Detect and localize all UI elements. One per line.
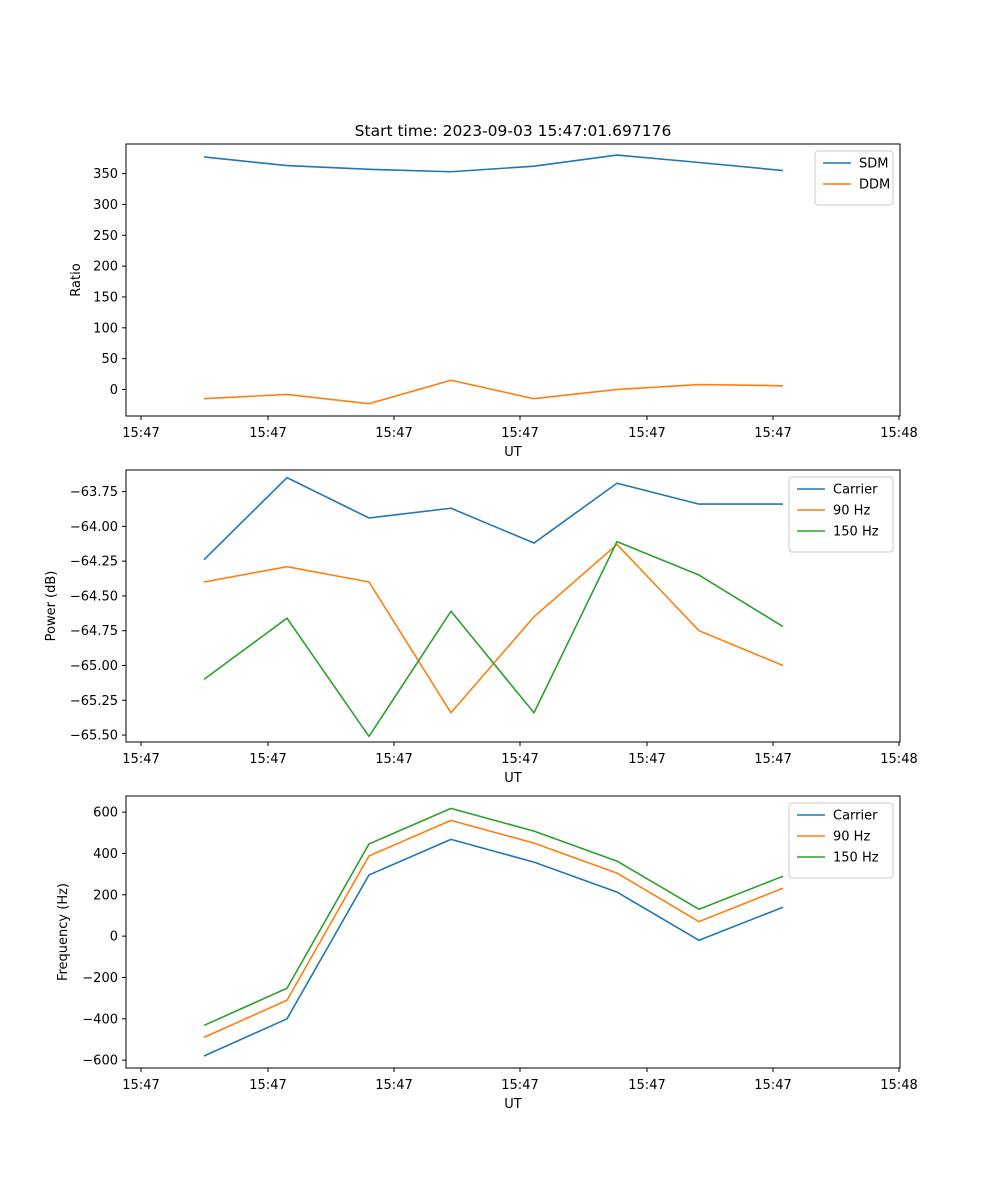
series-line-90-hz [203, 543, 784, 714]
legend-label: SDM [859, 157, 888, 172]
x-tick-label: 15:47 [501, 426, 538, 441]
y-tick-label: −65.50 [70, 729, 118, 744]
x-tick-label: 15:47 [122, 752, 159, 767]
series-line-90-hz [203, 819, 784, 1039]
x-tick-label: 15:47 [249, 752, 286, 767]
legend-label: 90 Hz [833, 504, 870, 519]
series-line-carrier [203, 476, 783, 561]
y-tick-label: −63.75 [70, 485, 118, 500]
y-tick-label: −600 [82, 1054, 118, 1069]
y-tick-label: −64.25 [70, 555, 118, 570]
y-tick-label: 50 [101, 352, 118, 367]
y-tick-label: 200 [93, 260, 118, 275]
x-tick-label: 15:47 [754, 426, 791, 441]
y-tick-label: 200 [93, 888, 118, 903]
x-tick-label: 15:47 [628, 426, 665, 441]
axes-frame-3 [125, 795, 901, 1069]
y-tick-label: −64.75 [70, 624, 118, 639]
y-tick-label: −64.50 [70, 589, 118, 604]
x-tick-label: 15:47 [375, 426, 412, 441]
x-tick-label: 15:47 [375, 1078, 412, 1093]
x-tick-label: 15:48 [880, 1078, 917, 1093]
y-tick-label: 0 [110, 383, 118, 398]
x-tick-label: 15:48 [880, 426, 917, 441]
x-axis-label: UT [504, 771, 522, 786]
x-tick-label: 15:47 [375, 752, 412, 767]
y-tick-label: −200 [82, 971, 118, 986]
x-tick-label: 15:47 [628, 1078, 665, 1093]
series-line-ddm [203, 379, 784, 405]
x-tick-label: 15:47 [501, 1078, 538, 1093]
axes-frame-1 [125, 143, 901, 417]
legend-box [788, 802, 894, 879]
series-line-150-hz [203, 807, 784, 1027]
legend-box [814, 150, 894, 206]
legend-label: Carrier [833, 483, 878, 498]
y-tick-label: 400 [93, 847, 118, 862]
y-axis-label: Frequency (Hz) [56, 883, 71, 981]
legend-label: DDM [859, 178, 890, 193]
x-tick-label: 15:47 [122, 1078, 159, 1093]
series-line-carrier [203, 838, 784, 1057]
legend-label: 150 Hz [833, 525, 879, 540]
x-tick-label: 15:47 [249, 1078, 286, 1093]
x-tick-label: 15:47 [628, 752, 665, 767]
x-tick-label: 15:47 [754, 752, 791, 767]
series-line-150-hz [203, 540, 784, 738]
y-tick-label: −65.25 [70, 694, 118, 709]
y-tick-label: 150 [93, 290, 118, 305]
chart-title: Start time: 2023-09-03 15:47:01.697176 [355, 122, 672, 140]
x-tick-label: 15:48 [880, 752, 917, 767]
x-tick-label: 15:47 [249, 426, 286, 441]
axes-frame-2 [125, 469, 901, 743]
y-tick-label: 300 [93, 198, 118, 213]
y-tick-label: −400 [82, 1012, 118, 1027]
legend-label: 90 Hz [833, 830, 870, 845]
y-tick-label: 0 [110, 930, 118, 945]
x-tick-label: 15:47 [122, 426, 159, 441]
y-tick-label: −64.00 [70, 520, 118, 535]
legend-box [788, 476, 894, 553]
x-tick-label: 15:47 [754, 1078, 791, 1093]
y-axis-label: Ratio [69, 263, 84, 296]
legend-label: 150 Hz [833, 851, 879, 866]
y-tick-label: 100 [93, 321, 118, 336]
y-tick-label: 600 [93, 806, 118, 821]
x-axis-label: UT [504, 1097, 522, 1112]
x-axis-label: UT [504, 445, 522, 460]
y-tick-label: 250 [93, 229, 118, 244]
y-tick-label: 350 [93, 167, 118, 182]
y-axis-label: Power (dB) [44, 571, 59, 642]
series-line-sdm [203, 154, 784, 173]
x-tick-label: 15:47 [501, 752, 538, 767]
legend-label: Carrier [833, 809, 878, 824]
y-tick-label: −65.00 [70, 659, 118, 674]
